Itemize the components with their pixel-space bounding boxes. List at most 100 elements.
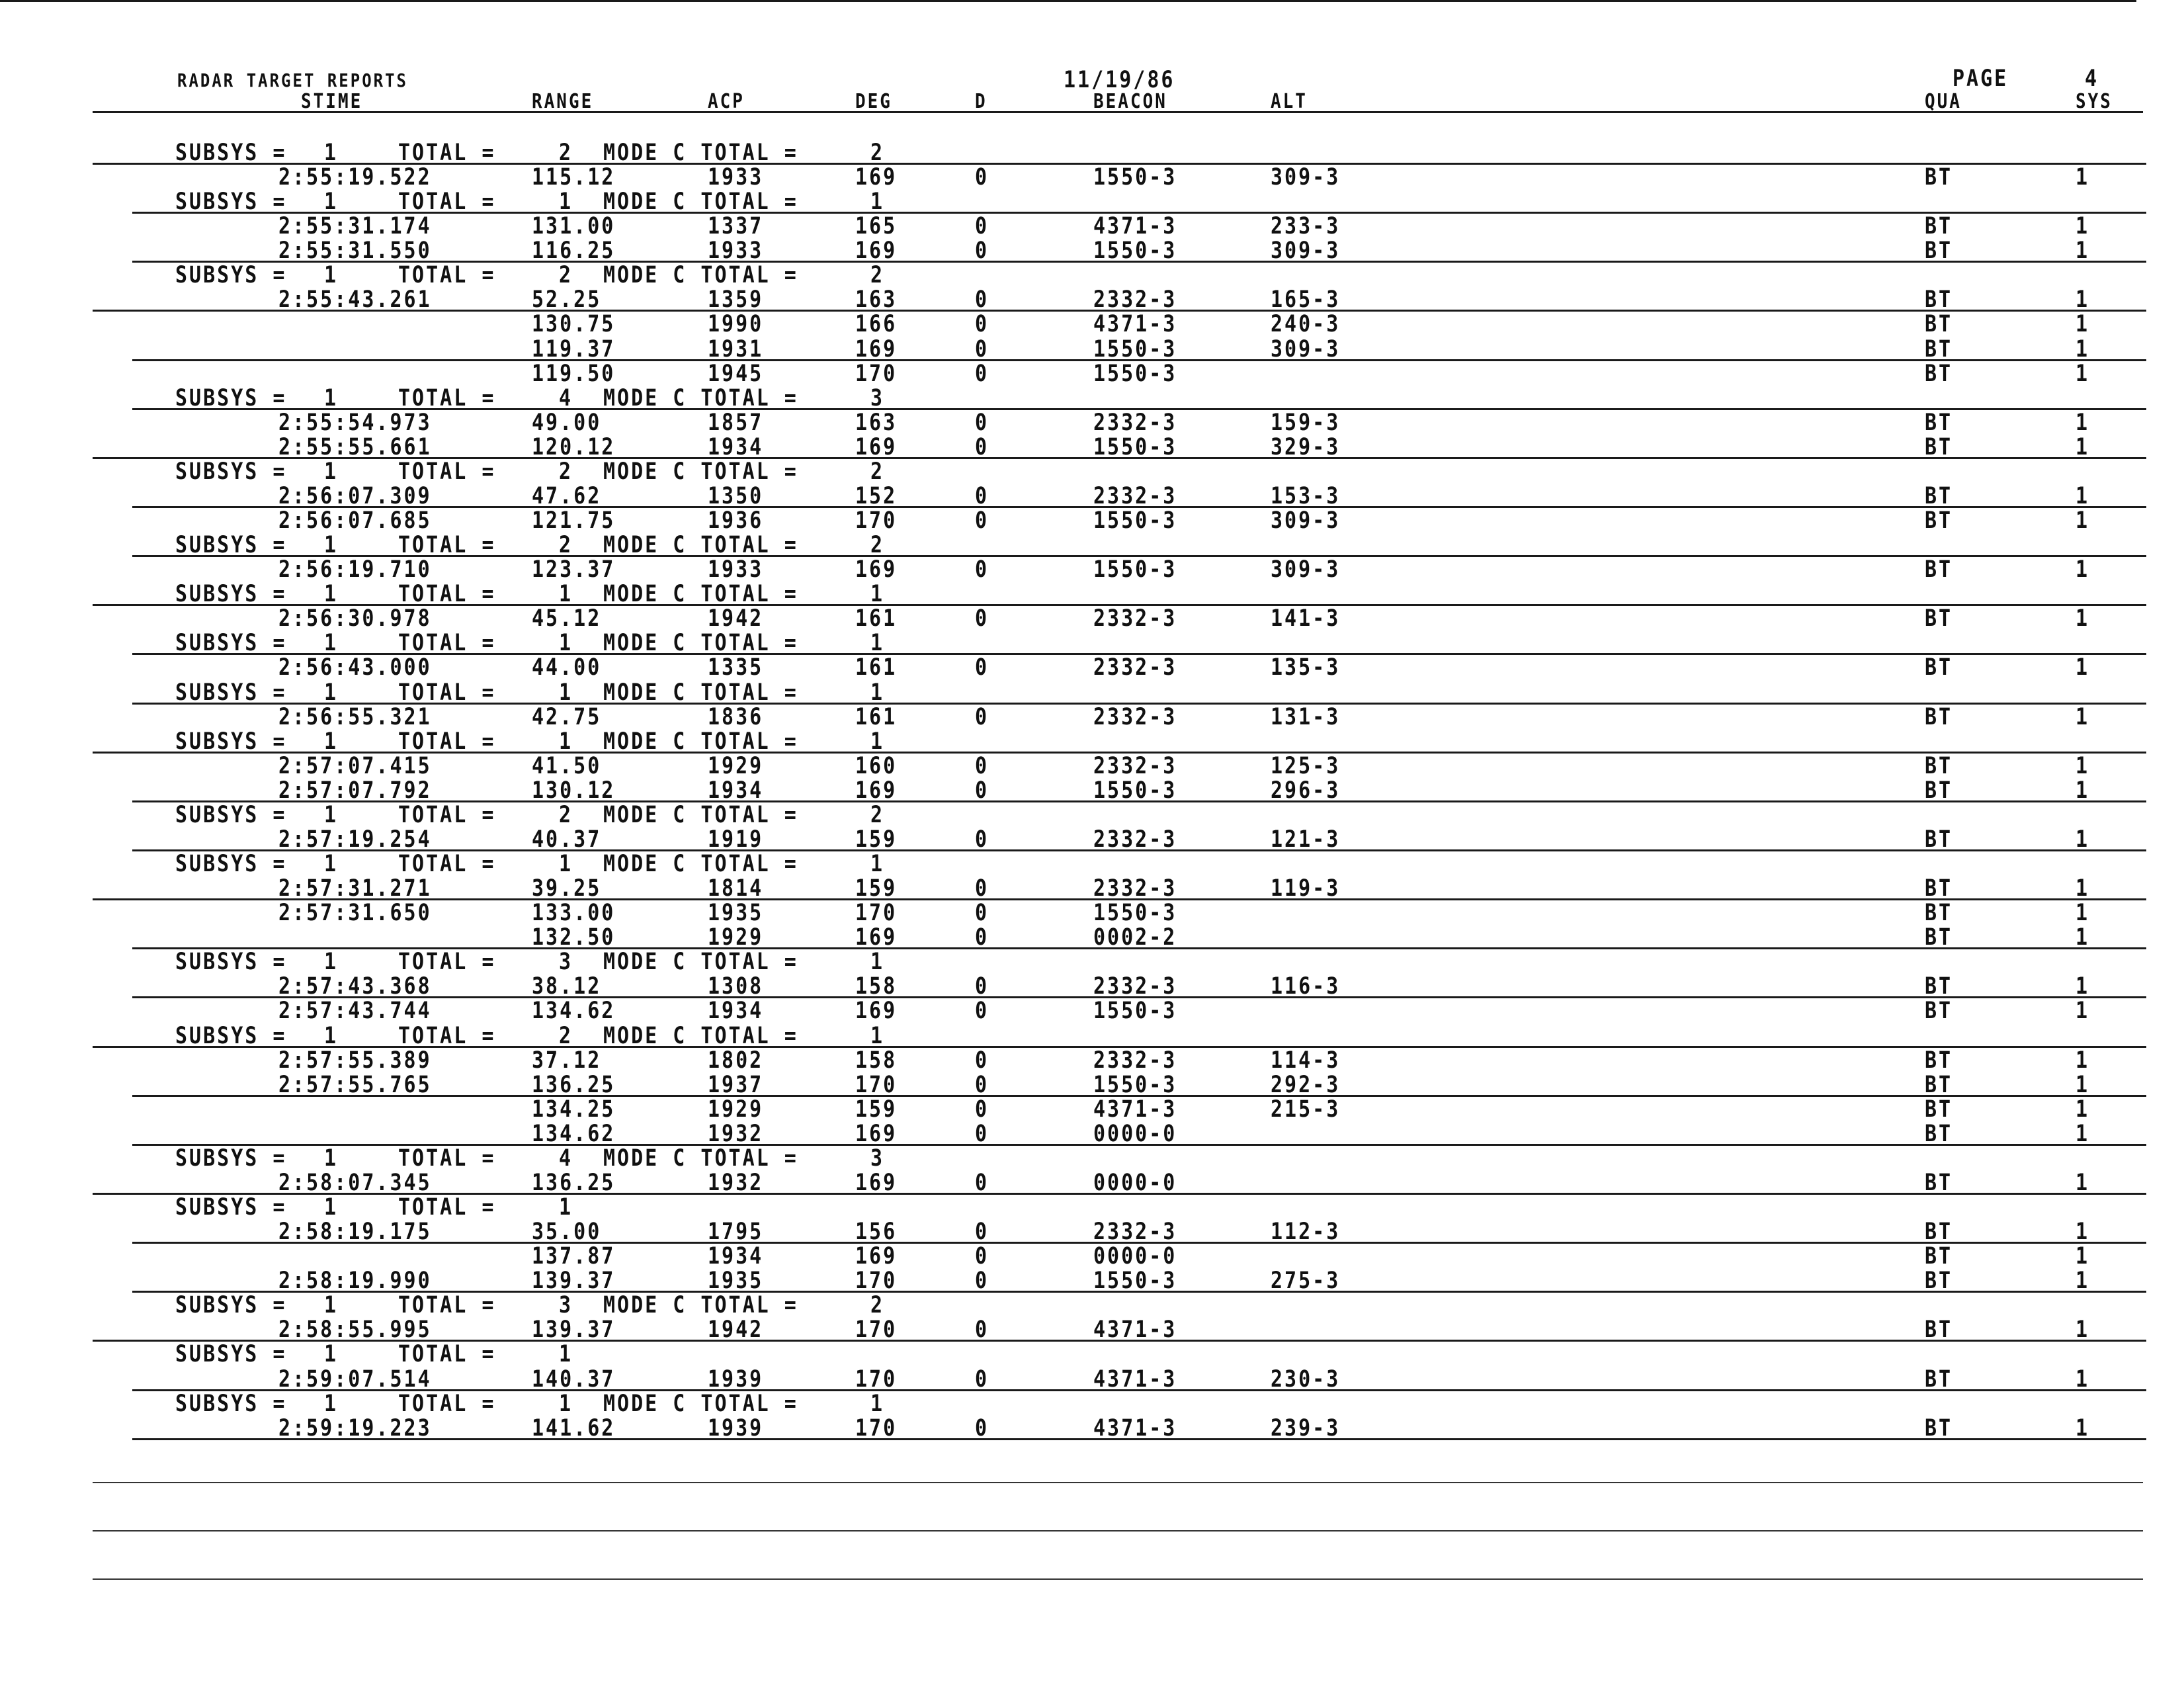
- cell-d: 0: [975, 163, 989, 191]
- cell-alt: 309-3: [1271, 335, 1341, 363]
- cell-qua: BT: [1925, 556, 1953, 583]
- total-value: 1: [559, 1390, 573, 1417]
- cell-qua: BT: [1925, 507, 1953, 535]
- cell-qua: BT: [1925, 875, 1953, 902]
- cell-d: 0: [975, 1047, 989, 1074]
- cell-qua: BT: [1925, 777, 1953, 804]
- cell-sys: 1: [2076, 360, 2090, 387]
- cell-alt: 141-3: [1271, 605, 1341, 632]
- total-value: 1: [559, 188, 573, 216]
- cell-acp: 1795: [708, 1218, 764, 1246]
- cell-d: 0: [975, 213, 989, 240]
- mode-c-total-label: MODE C TOTAL =: [603, 1292, 798, 1319]
- cell-deg: 159: [855, 1096, 898, 1123]
- cell-qua: BT: [1925, 1120, 1953, 1147]
- total-label: TOTAL =: [398, 262, 496, 289]
- cell-qua: BT: [1925, 973, 1953, 1000]
- subsys-label: SUBSYS =: [175, 458, 287, 486]
- cell-acp: 1359: [708, 286, 764, 314]
- cell-range: 134.62: [532, 998, 616, 1025]
- cell-sys: 1: [2076, 1169, 2090, 1197]
- cell-time: 2:58:19.990: [278, 1268, 432, 1295]
- cell-time: 2:56:55.321: [278, 703, 432, 730]
- mode-c-total-value: 2: [870, 262, 885, 289]
- cell-sys: 1: [2076, 433, 2090, 460]
- page-label: PAGE: [1953, 65, 2009, 93]
- cell-time: 2:56:43.000: [278, 654, 432, 681]
- cell-time: 2:55:55.661: [278, 433, 432, 460]
- cell-d: 0: [975, 777, 989, 804]
- row-underline: [132, 1389, 2146, 1391]
- cell-d: 0: [975, 998, 989, 1025]
- subsys-value: 1: [324, 531, 339, 559]
- cell-alt: 116-3: [1271, 973, 1341, 1000]
- cell-time: 2:57:07.792: [278, 777, 432, 804]
- cell-deg: 170: [855, 1268, 898, 1295]
- cell-beacon: 1550-3: [1093, 433, 1177, 460]
- cell-time: 2:58:07.345: [278, 1169, 432, 1197]
- column-header-stime: STIME: [301, 90, 363, 113]
- cell-qua: BT: [1925, 1316, 1953, 1344]
- cell-beacon: 2332-3: [1093, 605, 1177, 632]
- total-value: 1: [559, 630, 573, 657]
- cell-acp: 1933: [708, 163, 764, 191]
- cell-qua: BT: [1925, 1414, 1953, 1442]
- cell-qua: BT: [1925, 1268, 1953, 1295]
- cell-deg: 169: [855, 1169, 898, 1197]
- cell-range: 119.37: [532, 335, 616, 363]
- cell-acp: 1814: [708, 875, 764, 902]
- cell-alt: 165-3: [1271, 286, 1341, 314]
- cell-alt: 215-3: [1271, 1096, 1341, 1123]
- cell-sys: 1: [2076, 777, 2090, 804]
- cell-d: 0: [975, 924, 989, 951]
- total-label: TOTAL =: [398, 679, 496, 706]
- cell-d: 0: [975, 507, 989, 535]
- cell-time: 2:57:19.254: [278, 826, 432, 853]
- subsys-value: 1: [324, 1193, 339, 1221]
- cell-d: 0: [975, 433, 989, 460]
- row-underline: [93, 456, 2146, 459]
- mode-c-total-label: MODE C TOTAL =: [603, 1390, 798, 1417]
- column-header-qua: QUA: [1925, 90, 1962, 113]
- subsys-value: 1: [324, 1390, 339, 1417]
- mode-c-total-value: 1: [870, 850, 885, 878]
- cell-beacon: 1550-3: [1093, 556, 1177, 583]
- cell-d: 0: [975, 1242, 989, 1270]
- blank-line-rule: [93, 1578, 2143, 1580]
- mode-c-total-value: 1: [870, 728, 885, 755]
- cell-time: 2:55:31.174: [278, 213, 432, 240]
- cell-deg: 170: [855, 900, 898, 927]
- row-underline: [93, 604, 2146, 607]
- cell-range: 121.75: [532, 507, 616, 535]
- row-underline: [93, 163, 2146, 165]
- mode-c-total-label: MODE C TOTAL =: [603, 139, 798, 167]
- cell-beacon: 1550-3: [1093, 163, 1177, 191]
- cell-sys: 1: [2076, 1268, 2090, 1295]
- total-value: 2: [559, 139, 573, 167]
- cell-d: 0: [975, 1365, 989, 1393]
- total-label: TOTAL =: [398, 1022, 496, 1049]
- blank-line-rule: [93, 1482, 2143, 1483]
- cell-beacon: 1550-3: [1093, 507, 1177, 535]
- cell-sys: 1: [2076, 213, 2090, 240]
- total-value: 1: [559, 581, 573, 608]
- cell-alt: 112-3: [1271, 1218, 1341, 1246]
- cell-qua: BT: [1925, 703, 1953, 730]
- mode-c-total-label: MODE C TOTAL =: [603, 949, 798, 976]
- cell-time: 2:59:19.223: [278, 1414, 432, 1442]
- cell-acp: 1308: [708, 973, 764, 1000]
- cell-range: 137.87: [532, 1242, 616, 1270]
- mode-c-total-value: 3: [870, 1144, 885, 1172]
- cell-acp: 1931: [708, 335, 764, 363]
- cell-alt: 153-3: [1271, 482, 1341, 510]
- cell-time: 2:56:07.309: [278, 482, 432, 510]
- cell-range: 52.25: [532, 286, 602, 314]
- column-header-deg: DEG: [855, 90, 892, 113]
- total-label: TOTAL =: [398, 458, 496, 486]
- cell-d: 0: [975, 605, 989, 632]
- cell-d: 0: [975, 826, 989, 853]
- cell-sys: 1: [2076, 752, 2090, 779]
- cell-deg: 152: [855, 482, 898, 510]
- cell-range: 120.12: [532, 433, 616, 460]
- row-underline: [132, 505, 2146, 508]
